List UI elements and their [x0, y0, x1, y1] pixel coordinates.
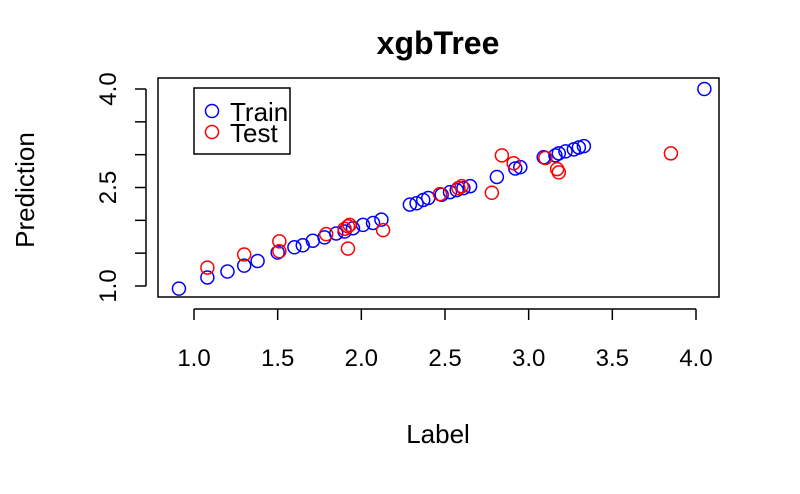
point-test — [318, 226, 334, 242]
y-axis: 1.0 2.5 4.0 — [95, 72, 147, 303]
point-train — [287, 240, 302, 255]
point-train — [576, 138, 592, 154]
point-train — [409, 196, 424, 211]
point-train — [220, 264, 235, 279]
point-test — [200, 260, 215, 275]
point-test — [272, 234, 287, 249]
point-test — [340, 241, 356, 256]
point-test — [506, 155, 521, 171]
plot-area-frame — [157, 77, 720, 298]
point-train — [328, 226, 344, 241]
point-test — [494, 148, 510, 163]
point-train — [456, 180, 471, 196]
y-tick-label: 4.0 — [95, 72, 122, 105]
point-train — [171, 281, 187, 296]
point-train — [200, 270, 215, 285]
chart-title: xgbTree — [377, 25, 500, 61]
legend-label-test: Test — [230, 118, 278, 148]
point-test — [236, 247, 252, 262]
legend-marker-test — [204, 124, 220, 140]
point-test — [551, 165, 567, 180]
point-train — [365, 215, 381, 231]
x-tick-label: 3.0 — [512, 345, 545, 372]
point-test — [538, 150, 553, 166]
point-train — [551, 146, 567, 161]
point-test — [337, 221, 352, 237]
y-tick-label: 1.0 — [95, 269, 122, 302]
point-test — [375, 222, 391, 238]
point-test — [340, 218, 356, 234]
point-test — [432, 186, 448, 202]
x-tick-label: 2.0 — [345, 345, 378, 372]
x-tick-label: 1.5 — [261, 345, 294, 372]
point-train — [374, 212, 389, 227]
point-test — [454, 178, 469, 194]
point-test — [484, 185, 500, 201]
point-train — [489, 169, 505, 185]
data-points — [171, 81, 712, 296]
point-test — [451, 180, 466, 196]
point-train — [449, 182, 464, 198]
x-axis-title: Label — [406, 419, 470, 449]
point-test — [342, 217, 357, 233]
y-axis-title: Prediction — [10, 132, 40, 248]
y-tick-label: 2.5 — [95, 171, 122, 204]
point-train — [548, 148, 563, 163]
legend-label-train: Train — [230, 97, 288, 127]
point-train — [558, 144, 573, 159]
point-train — [462, 178, 478, 194]
x-axis: 1.0 1.5 2.0 2.5 3.0 3.5 4.0 — [177, 308, 713, 372]
legend-marker-train — [204, 103, 220, 119]
point-train — [442, 184, 458, 200]
point-train — [250, 253, 265, 269]
point-train — [236, 258, 252, 273]
x-tick-label: 4.0 — [679, 345, 712, 372]
legend: Train Test — [193, 87, 291, 155]
x-tick-label: 3.5 — [596, 345, 629, 372]
point-train — [402, 197, 418, 212]
legend-box — [193, 87, 291, 155]
x-tick-label: 1.0 — [177, 345, 210, 372]
point-train — [270, 245, 285, 260]
x-tick-label: 2.5 — [428, 345, 461, 372]
point-test — [272, 243, 287, 259]
point-test — [663, 146, 679, 161]
point-train — [697, 81, 712, 97]
